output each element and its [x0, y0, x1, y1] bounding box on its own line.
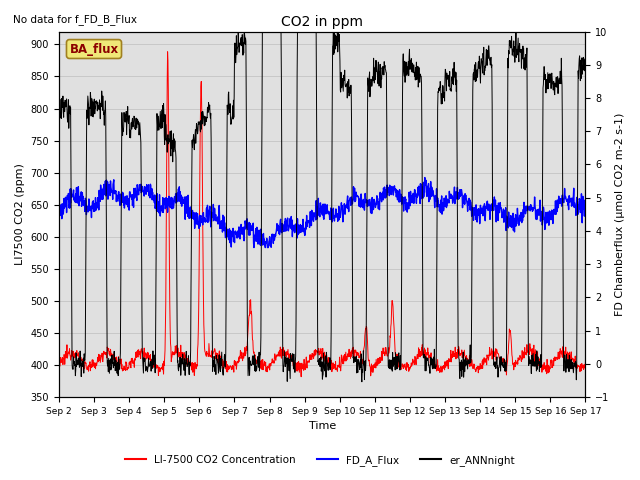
Title: CO2 in ppm: CO2 in ppm	[281, 15, 363, 29]
Text: BA_flux: BA_flux	[69, 43, 118, 56]
Y-axis label: LI7500 CO2 (ppm): LI7500 CO2 (ppm)	[15, 163, 25, 265]
Text: No data for f_FD_B_Flux: No data for f_FD_B_Flux	[13, 14, 137, 25]
Legend: LI-7500 CO2 Concentration, FD_A_Flux, er_ANNnight: LI-7500 CO2 Concentration, FD_A_Flux, er…	[121, 451, 519, 470]
X-axis label: Time: Time	[308, 421, 336, 432]
Y-axis label: FD Chamberflux (μmol CO2 m-2 s-1): FD Chamberflux (μmol CO2 m-2 s-1)	[615, 113, 625, 316]
